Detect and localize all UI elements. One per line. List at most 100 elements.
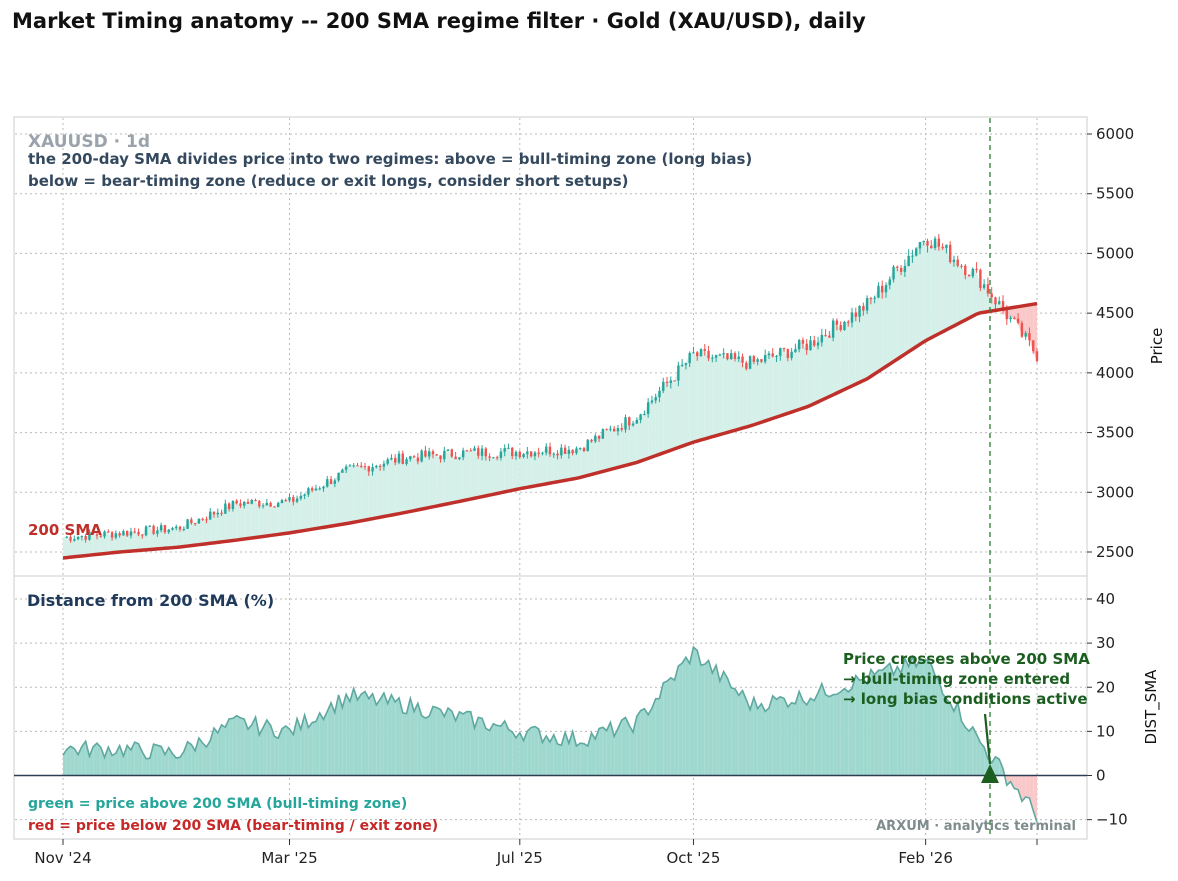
fill-above-sma [712, 355, 717, 437]
distance-area-positive [285, 725, 290, 776]
fill-above-sma [365, 466, 369, 521]
fill-above-sma [398, 453, 403, 514]
fill-above-sma [942, 244, 947, 332]
fill-above-sma [172, 526, 177, 548]
fill-above-sma [719, 353, 724, 435]
candle-body [654, 397, 657, 401]
candle-body [782, 348, 786, 350]
candle-body [892, 266, 895, 280]
fill-above-sma [874, 285, 879, 374]
distance-area-positive [742, 690, 747, 776]
candle-body [492, 457, 495, 459]
distance-area-positive [112, 753, 116, 776]
fill-above-sma [791, 349, 796, 413]
distance-area-positive [867, 669, 871, 776]
distance-area-positive [198, 738, 203, 776]
fill-above-sma [840, 321, 845, 392]
candle-body [571, 449, 574, 454]
fill-above-sma [285, 497, 290, 534]
distance-area-positive [436, 707, 441, 776]
candle-body [801, 339, 805, 344]
candle-body [967, 275, 971, 277]
distance-area-positive [146, 758, 150, 776]
distance-area-positive [247, 724, 252, 776]
fill-above-sma [119, 530, 124, 552]
distance-area-positive [180, 751, 184, 776]
candle-body [979, 269, 982, 288]
candle-body [707, 350, 710, 359]
candle-body [899, 267, 903, 272]
distance-area-positive [315, 712, 320, 776]
fill-above-sma [191, 522, 196, 546]
fill-above-sma [901, 266, 905, 357]
candle-body [839, 324, 842, 330]
candle-body [465, 450, 469, 452]
fill-above-sma [889, 266, 894, 365]
distance-area-positive [704, 660, 709, 776]
distance-area-positive [844, 688, 849, 776]
fill-above-sma [644, 402, 649, 460]
distance-area-positive [387, 694, 392, 776]
distance-area-positive [523, 731, 528, 776]
candle-body [813, 340, 816, 346]
candle-body [518, 451, 521, 458]
distance-area-positive [972, 726, 977, 776]
candle-body [824, 334, 827, 336]
fill-above-sma [240, 501, 245, 540]
candle-body [590, 439, 593, 442]
candle-body [545, 446, 548, 453]
fill-above-sma [349, 465, 354, 523]
watermark: ARXUM · analytics terminal [876, 819, 1076, 834]
fill-above-sma [674, 365, 679, 449]
candle-body [458, 457, 461, 460]
fill-above-sma [96, 535, 101, 555]
candle-body [835, 320, 839, 325]
price-tick-label: 4500 [1096, 304, 1134, 322]
distance-area-positive [376, 699, 381, 776]
candle-body [586, 439, 589, 451]
fill-above-sma [957, 265, 962, 324]
candle-body [677, 365, 680, 381]
distance-area-positive [953, 702, 958, 776]
candle-body [850, 312, 854, 323]
fill-above-sma [112, 533, 116, 553]
distance-tick-label: 40 [1096, 590, 1115, 608]
candle-body [733, 353, 737, 359]
fill-below-sma [1025, 304, 1030, 341]
fill-above-sma [232, 500, 237, 541]
x-tick-label: Feb '26 [898, 849, 953, 867]
candle-body [333, 480, 337, 484]
fill-above-sma [553, 453, 558, 483]
fill-above-sma [455, 457, 460, 503]
distance-area-positive [614, 728, 618, 776]
distance-area-positive [648, 708, 652, 776]
fill-above-sma [591, 435, 596, 475]
fill-above-sma [682, 363, 686, 447]
candle-body [930, 245, 933, 249]
distance-y-axis: −10 0 10 20 30 40 [1087, 590, 1128, 829]
candle-body [424, 450, 427, 457]
distance-area-positive [474, 717, 479, 776]
distance-area-positive [463, 711, 467, 776]
fill-above-sma [697, 349, 702, 442]
distance-area-positive [908, 656, 913, 776]
candle-body [511, 447, 514, 457]
fill-above-sma [100, 531, 105, 554]
candle-body [907, 255, 910, 267]
candle-body [159, 525, 163, 531]
distance-area-positive [93, 743, 97, 776]
candle-body [594, 435, 597, 442]
distance-area-positive [874, 670, 879, 776]
distance-area-positive [780, 696, 785, 776]
candle-body [975, 268, 978, 270]
distance-area-positive [100, 747, 105, 776]
distance-area-positive [70, 746, 75, 776]
distance-area-positive [901, 658, 905, 776]
distance-area-positive [527, 727, 532, 776]
fill-above-sma [727, 353, 732, 433]
fill-above-sma [115, 533, 120, 553]
candle-body [790, 351, 793, 358]
candle-body [307, 488, 310, 495]
fill-above-sma [572, 448, 577, 479]
fill-above-sma [214, 512, 218, 543]
